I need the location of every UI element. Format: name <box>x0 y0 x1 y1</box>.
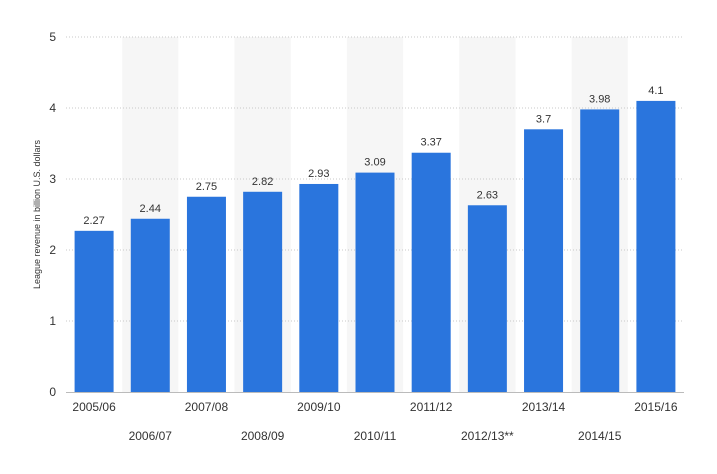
data-label: 2.93 <box>308 168 329 180</box>
data-label: 3.09 <box>364 157 385 169</box>
bar[interactable] <box>580 109 620 393</box>
data-labels: 2.27 2.44 2.75 2.82 2.93 3.09 3.37 2.63 3.7 3.98 4… <box>83 85 663 227</box>
bar[interactable] <box>636 100 676 393</box>
x-tick-label: 2011/12 <box>410 400 453 414</box>
y-tick-label: 0 <box>49 385 56 399</box>
bar[interactable] <box>74 230 114 392</box>
data-label: 3.7 <box>536 113 551 125</box>
bar[interactable] <box>411 152 451 392</box>
y-tick-label: 2 <box>49 243 56 257</box>
data-label: 2.63 <box>477 189 498 201</box>
x-tick-label: 2014/15 <box>578 429 622 443</box>
data-label: 3.98 <box>589 93 610 105</box>
x-tick-label: 2015/16 <box>634 400 678 414</box>
y-axis-title: League revenue in billion U.S. dollars <box>32 139 42 289</box>
bar[interactable] <box>130 218 170 392</box>
data-label: 2.82 <box>252 176 273 188</box>
x-tick-label: 2012/13** <box>461 429 514 443</box>
x-tick-label: 2009/10 <box>297 400 341 414</box>
data-label: 2.75 <box>196 181 217 193</box>
x-tick-label: 2013/14 <box>522 400 566 414</box>
data-label: 2.27 <box>83 215 104 227</box>
y-tick-label: 5 <box>49 30 56 44</box>
x-tick-label: 2007/08 <box>185 400 229 414</box>
bar[interactable] <box>299 183 339 392</box>
y-tick-label: 4 <box>49 101 56 115</box>
data-label: 3.37 <box>420 137 441 149</box>
x-tick-label: 2010/11 <box>354 429 397 443</box>
x-tick-label: 2006/07 <box>129 429 173 443</box>
bar[interactable] <box>467 205 507 392</box>
y-tick-label: 1 <box>49 314 56 328</box>
bar[interactable] <box>355 172 395 392</box>
x-tick-label: 2005/06 <box>72 400 116 414</box>
x-axis-ticks: 2005/06 2006/07 2007/08 2008/09 2009/10 2010/… <box>72 400 678 443</box>
data-label: 4.1 <box>648 85 663 97</box>
y-tick-label: 3 <box>49 172 56 186</box>
data-label: 2.44 <box>140 203 161 215</box>
y-axis-ticks: 0 1 2 3 4 5 <box>49 30 56 399</box>
bar[interactable] <box>524 129 564 393</box>
bars <box>74 100 676 393</box>
bar[interactable] <box>243 191 283 392</box>
bar[interactable] <box>186 196 226 392</box>
x-tick-label: 2008/09 <box>241 429 285 443</box>
